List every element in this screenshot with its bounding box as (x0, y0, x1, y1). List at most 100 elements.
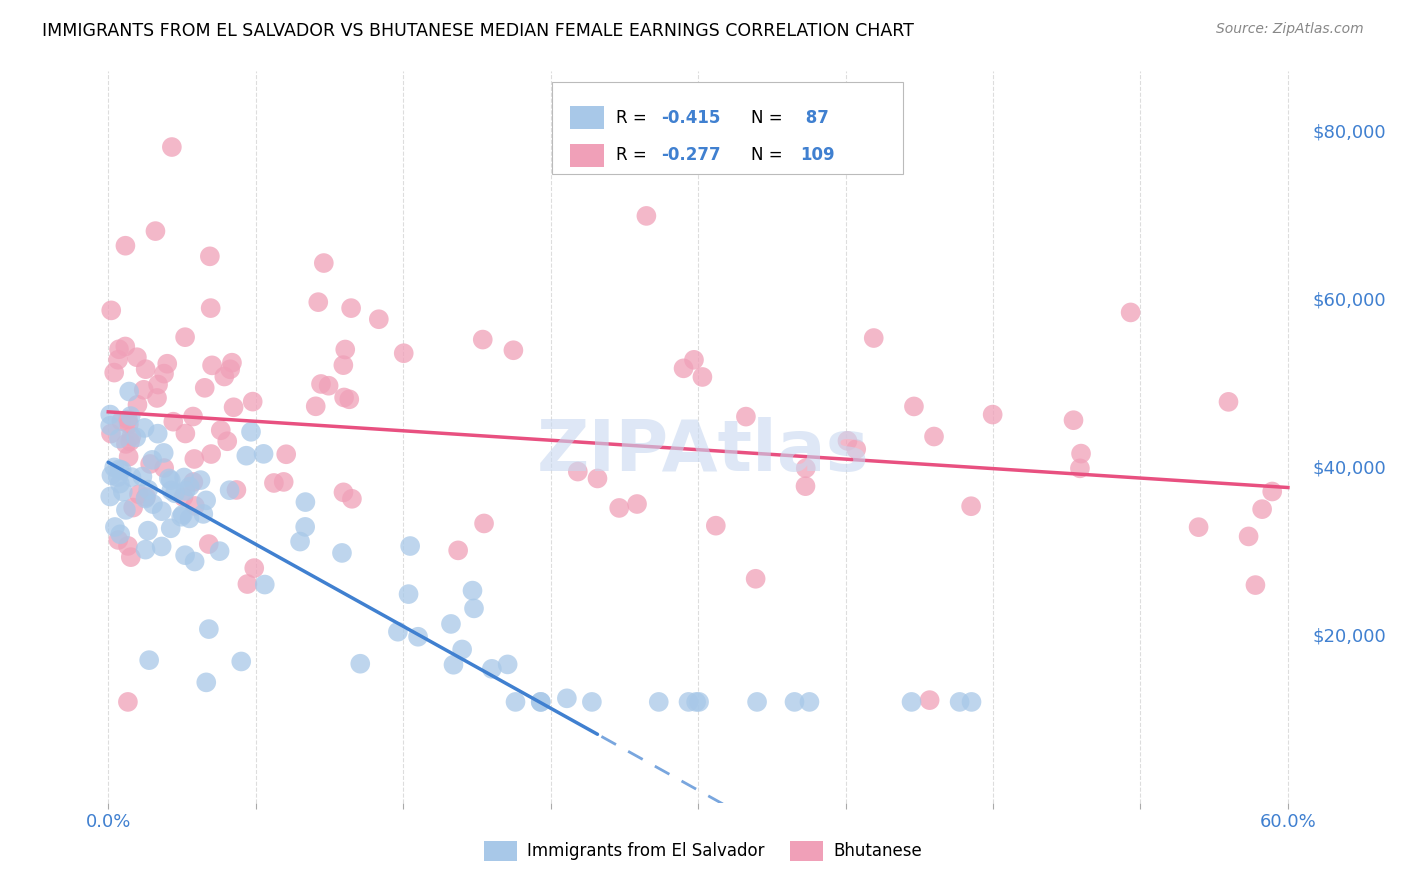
Point (799, 695, 821, 709)
Point (273, 475, 295, 489)
Point (502, 343, 524, 358)
Point (125, 350, 148, 364)
Point (685, 695, 707, 709)
Point (704, 518, 727, 533)
Point (648, 695, 671, 709)
Point (1218, 395, 1240, 409)
Point (183, 555, 205, 569)
Point (451, 642, 474, 657)
Point (688, 695, 710, 709)
Point (115, 437, 138, 451)
Text: 109: 109 (800, 146, 834, 164)
Point (231, 655, 253, 669)
Point (120, 429, 142, 443)
Text: ZIPAtlas: ZIPAtlas (537, 417, 869, 486)
Point (903, 400, 925, 414)
FancyBboxPatch shape (569, 144, 603, 167)
Point (134, 542, 156, 557)
Point (471, 333, 494, 347)
Point (174, 330, 197, 344)
Text: N =: N = (751, 146, 789, 164)
Point (181, 409, 204, 424)
Point (100, 426, 122, 441)
Point (349, 657, 371, 671)
Point (1119, 305, 1142, 319)
Point (252, 447, 274, 461)
Point (555, 691, 578, 706)
Point (141, 453, 163, 467)
Point (626, 497, 648, 511)
Text: Source: ZipAtlas.com: Source: ZipAtlas.com (1216, 22, 1364, 37)
Text: R =: R = (616, 109, 652, 127)
Point (794, 461, 817, 475)
Text: IMMIGRANTS FROM EL SALVADOR VS BHUTANESE MEDIAN FEMALE EARNINGS CORRELATION CHAR: IMMIGRANTS FROM EL SALVADOR VS BHUTANESE… (42, 22, 914, 40)
Point (960, 500, 983, 514)
Point (146, 426, 169, 441)
Point (114, 339, 136, 353)
Point (222, 401, 245, 415)
Point (332, 358, 354, 372)
Point (1251, 502, 1274, 516)
Point (217, 434, 239, 449)
Point (153, 461, 176, 475)
Point (107, 470, 129, 484)
Point (131, 469, 153, 483)
Point (1069, 461, 1091, 475)
Point (399, 539, 422, 553)
Point (190, 473, 212, 487)
Point (117, 539, 139, 553)
Point (745, 695, 768, 709)
Point (496, 657, 519, 672)
Point (100, 303, 122, 318)
Point (960, 695, 983, 709)
Point (692, 370, 714, 384)
Point (132, 383, 155, 397)
Point (117, 412, 139, 426)
Point (845, 442, 868, 457)
Point (98, 490, 121, 504)
Point (134, 491, 156, 506)
Point (150, 504, 173, 518)
Point (337, 392, 360, 407)
Point (744, 572, 766, 586)
Point (183, 475, 205, 489)
Point (160, 140, 183, 154)
Point (221, 356, 243, 370)
Point (318, 378, 340, 392)
Point (145, 224, 167, 238)
Point (120, 409, 142, 423)
Point (111, 484, 134, 499)
Point (678, 695, 700, 709)
Point (530, 695, 553, 709)
Point (235, 449, 257, 463)
Point (307, 295, 329, 310)
Point (440, 616, 463, 631)
Point (367, 312, 389, 326)
Point (117, 695, 139, 709)
Point (193, 507, 215, 521)
Point (120, 550, 142, 565)
Point (242, 394, 264, 409)
Point (128, 487, 150, 501)
Point (163, 486, 186, 500)
Point (263, 475, 285, 490)
Point (173, 490, 195, 504)
Point (607, 500, 630, 515)
Point (159, 473, 181, 487)
Point (115, 503, 138, 517)
Point (332, 485, 354, 500)
Text: N =: N = (751, 109, 789, 127)
Point (586, 471, 609, 485)
Point (294, 520, 316, 534)
Point (170, 509, 193, 524)
Point (125, 430, 148, 444)
Point (108, 432, 131, 446)
Point (783, 695, 806, 709)
Point (146, 377, 169, 392)
Point (194, 381, 217, 395)
Point (139, 457, 162, 471)
Point (330, 546, 353, 560)
Point (387, 624, 409, 639)
Point (406, 630, 429, 644)
Point (672, 361, 695, 376)
